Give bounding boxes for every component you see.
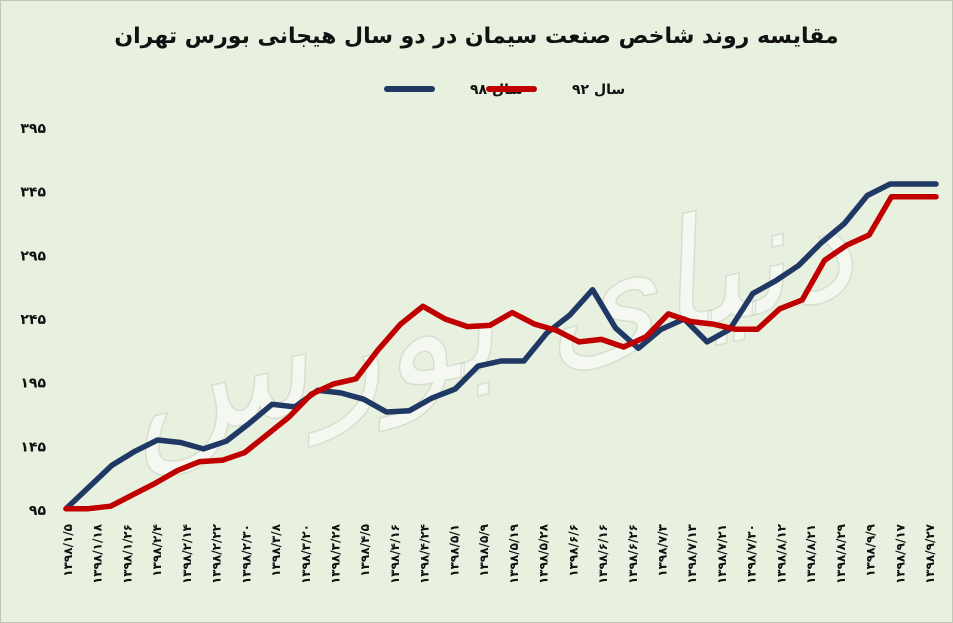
x-tick-label: ۱۳۹۸/۶/۶ (566, 524, 580, 577)
x-tick-label: ۱۳۹۸/۲/۲۲ (210, 523, 224, 584)
x-tick-label: ۱۳۹۸/۹/۱۷ (893, 523, 907, 584)
x-tick-label: ۱۳۹۸/۵/۱ (447, 524, 461, 577)
x-tick-label: ۱۳۹۸/۵/۱۹ (507, 523, 521, 584)
x-tick-label: ۱۳۹۸/۸/۱۲ (774, 523, 788, 584)
x-tick-label: ۱۳۹۸/۶/۲۶ (626, 524, 640, 584)
y-tick-label: ۱۹۵ (20, 376, 46, 392)
y-tick-label: ۱۴۵ (20, 439, 46, 455)
chart-title: مقایسه روند شاخص صنعت سیمان در دو سال هی… (114, 24, 839, 49)
x-tick-label: ۱۳۹۸/۵/۹ (477, 523, 491, 576)
y-axis: ۳۹۵ ۳۴۵ ۲۹۵ ۲۴۵ ۱۹۵ ۱۴۵ ۹۵ (20, 121, 46, 519)
series-line-98 (63, 181, 939, 512)
x-tick-label: ۱۳۹۸/۳/۲۰ (299, 524, 313, 584)
x-tick-label: ۱۳۹۸/۴/۵ (358, 524, 372, 577)
x-tick-label: ۱۳۹۸/۸/۲۹ (834, 523, 848, 584)
x-tick-label: ۱۳۹۸/۹/۹ (864, 523, 878, 576)
series-line-92 (63, 194, 939, 512)
x-tick-label: ۱۳۹۸/۱/۵ (61, 524, 75, 577)
x-tick-label: ۱۳۹۸/۴/۱۶ (388, 524, 402, 584)
x-tick-label: ۱۳۹۸/۱/۱۸ (91, 523, 105, 584)
x-tick-label: ۱۳۹۸/۲/۴ (150, 524, 164, 577)
watermark-text: دنیای بورس (108, 157, 869, 482)
x-tick-label: ۱۳۹۸/۷/۳۰ (745, 524, 759, 584)
x-tick-label: ۱۳۹۸/۷/۲۱ (715, 524, 729, 584)
x-tick-label: ۱۳۹۸/۷/۱۳ (685, 523, 699, 584)
y-tick-label: ۳۴۵ (20, 185, 46, 201)
x-tick-label: ۱۳۹۸/۳/۲۸ (329, 523, 343, 584)
x-tick-label: ۱۳۹۸/۷/۳ (655, 523, 669, 576)
series-group (63, 181, 939, 512)
y-tick-label: ۹۵ (29, 503, 47, 519)
y-tick-label: ۲۴۵ (20, 312, 46, 328)
x-tick-label: ۱۳۹۸/۳/۸ (269, 523, 283, 576)
x-tick-label: ۱۳۹۸/۸/۲۱ (804, 524, 818, 584)
x-tick-label: ۱۳۹۸/۹/۲۷ (923, 523, 937, 584)
x-tick-label: ۱۳۹۸/۶/۱۶ (596, 524, 610, 584)
y-tick-label: ۲۹۵ (20, 248, 46, 264)
x-tick-label: ۱۳۹۸/۲/۱۴ (180, 524, 194, 584)
legend-label-92: سال ۹۲ (572, 82, 625, 98)
x-tick-label: ۱۳۹۸/۴/۲۴ (418, 524, 432, 584)
y-tick-label: ۳۹۵ (20, 121, 46, 137)
x-tick-label: ۱۳۹۸/۲/۳۰ (239, 524, 253, 584)
x-tick-label: ۱۳۹۸/۱/۲۶ (120, 524, 134, 584)
legend: سال ۹۸ سال ۹۲ (384, 82, 625, 98)
x-axis: ۱۳۹۸/۱/۵ ۱۳۹۸/۱/۱۸ ۱۳۹۸/۱/۲۶ ۱۳۹۸/۲/۴ ۱۳۹۸/۲… (61, 523, 937, 584)
x-tick-label: ۱۳۹۸/۵/۲۸ (537, 523, 551, 584)
